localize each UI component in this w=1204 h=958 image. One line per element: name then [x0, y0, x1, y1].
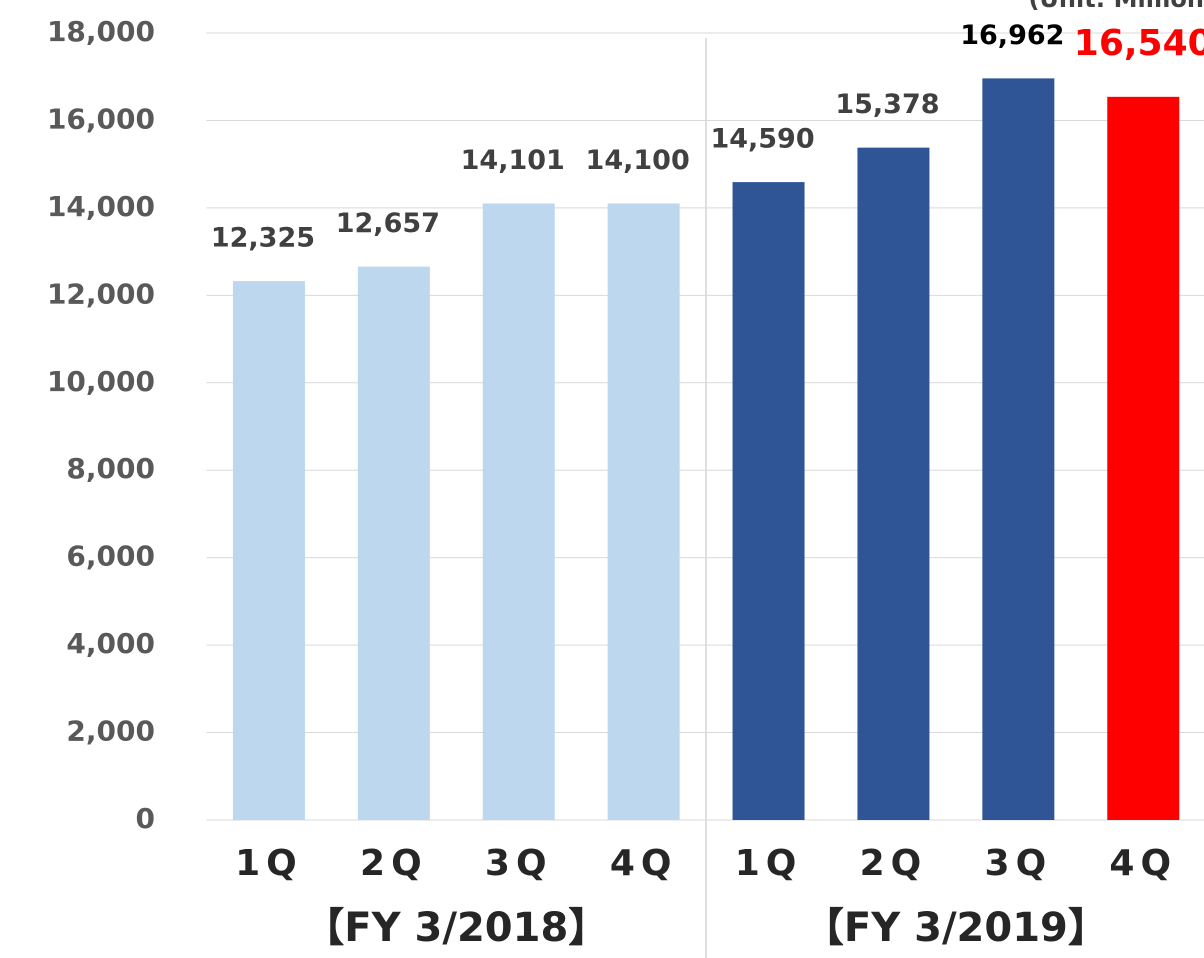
data-label: 16,962 [960, 20, 1064, 51]
bar [607, 203, 680, 820]
bar [1107, 96, 1180, 820]
x-tick-label: 2Q [360, 843, 428, 884]
bar [857, 147, 930, 821]
data-label: 16,540 [1074, 23, 1204, 64]
group-label: 【FY 3/2018】 [304, 905, 608, 951]
bar [357, 266, 430, 821]
y-tick-label: 4,000 [66, 627, 155, 660]
y-tick-label: 0 [136, 802, 155, 835]
data-label: 15,378 [835, 89, 939, 120]
x-tick-label: 1Q [735, 843, 803, 884]
data-label: 14,100 [586, 145, 690, 176]
data-label: 14,101 [461, 145, 565, 176]
bar [232, 281, 305, 820]
x-tick-label: 3Q [985, 843, 1053, 884]
bar [732, 182, 805, 820]
group-label: 【FY 3/2019】 [804, 905, 1108, 951]
y-tick-label: 2,000 [66, 715, 155, 748]
y-tick-label: 8,000 [66, 452, 155, 485]
y-tick-label: 6,000 [66, 540, 155, 573]
x-tick-label: 4Q [610, 843, 678, 884]
x-tick-label: 2Q [860, 843, 928, 884]
y-tick-label: 18,000 [47, 15, 155, 48]
x-tick-label: 4Q [1109, 843, 1177, 884]
unit-annotation: (Unit: Million [1028, 0, 1204, 13]
data-label: 14,590 [710, 124, 814, 155]
bar [482, 203, 555, 820]
x-tick-label: 1Q [235, 843, 303, 884]
x-tick-label: 3Q [485, 843, 553, 884]
bar [982, 78, 1055, 820]
y-tick-label: 16,000 [47, 102, 155, 135]
y-tick-label: 10,000 [47, 365, 155, 398]
y-tick-label: 12,000 [47, 277, 155, 310]
data-label: 12,657 [336, 208, 440, 239]
y-tick-label: 14,000 [47, 190, 155, 223]
data-label: 12,325 [211, 223, 315, 254]
